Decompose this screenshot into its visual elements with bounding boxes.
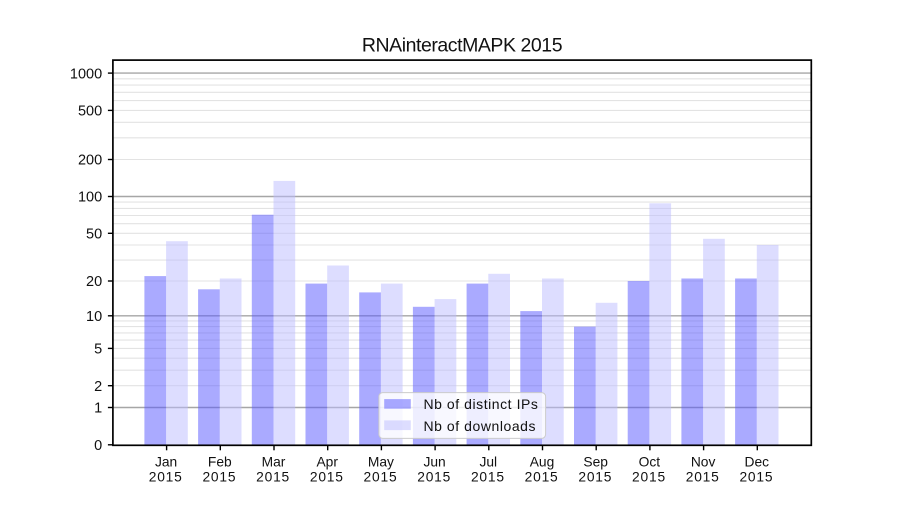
svg-text:50: 50 xyxy=(86,227,102,243)
svg-text:Jan: Jan xyxy=(155,455,177,470)
svg-text:2015: 2015 xyxy=(202,470,236,485)
svg-text:2015: 2015 xyxy=(471,470,505,485)
svg-text:2015: 2015 xyxy=(578,470,612,485)
svg-text:2015: 2015 xyxy=(364,470,398,485)
svg-text:Nb of downloads: Nb of downloads xyxy=(424,418,537,434)
svg-text:100: 100 xyxy=(78,190,102,206)
svg-text:2015: 2015 xyxy=(739,470,773,485)
svg-text:10: 10 xyxy=(86,309,102,325)
svg-text:2015: 2015 xyxy=(417,470,451,485)
svg-text:5: 5 xyxy=(94,342,102,358)
svg-text:Dec: Dec xyxy=(745,455,770,470)
svg-text:1000: 1000 xyxy=(70,66,102,82)
svg-text:0: 0 xyxy=(94,438,102,454)
svg-text:2015: 2015 xyxy=(310,470,344,485)
svg-text:200: 200 xyxy=(78,153,102,169)
svg-text:20: 20 xyxy=(86,274,102,290)
svg-text:2015: 2015 xyxy=(149,470,183,485)
svg-text:Feb: Feb xyxy=(208,455,232,470)
svg-text:Nov: Nov xyxy=(691,455,716,470)
svg-text:Sep: Sep xyxy=(583,455,608,470)
svg-text:Nb of distinct IPs: Nb of distinct IPs xyxy=(424,396,539,412)
svg-text:1: 1 xyxy=(94,401,102,417)
svg-text:Oct: Oct xyxy=(639,455,661,470)
svg-text:Jul: Jul xyxy=(479,455,497,470)
svg-text:2015: 2015 xyxy=(686,470,720,485)
svg-text:2015: 2015 xyxy=(632,470,666,485)
svg-text:Aug: Aug xyxy=(530,455,555,470)
svg-text:May: May xyxy=(368,455,394,470)
svg-text:Mar: Mar xyxy=(262,455,286,470)
svg-text:500: 500 xyxy=(78,104,102,120)
svg-text:2: 2 xyxy=(94,379,102,395)
svg-text:Apr: Apr xyxy=(316,455,338,470)
svg-text:2015: 2015 xyxy=(256,470,290,485)
svg-text:2015: 2015 xyxy=(525,470,559,485)
svg-text:RNAinteractMAPK 2015: RNAinteractMAPK 2015 xyxy=(362,35,563,57)
svg-text:Jun: Jun xyxy=(423,455,445,470)
